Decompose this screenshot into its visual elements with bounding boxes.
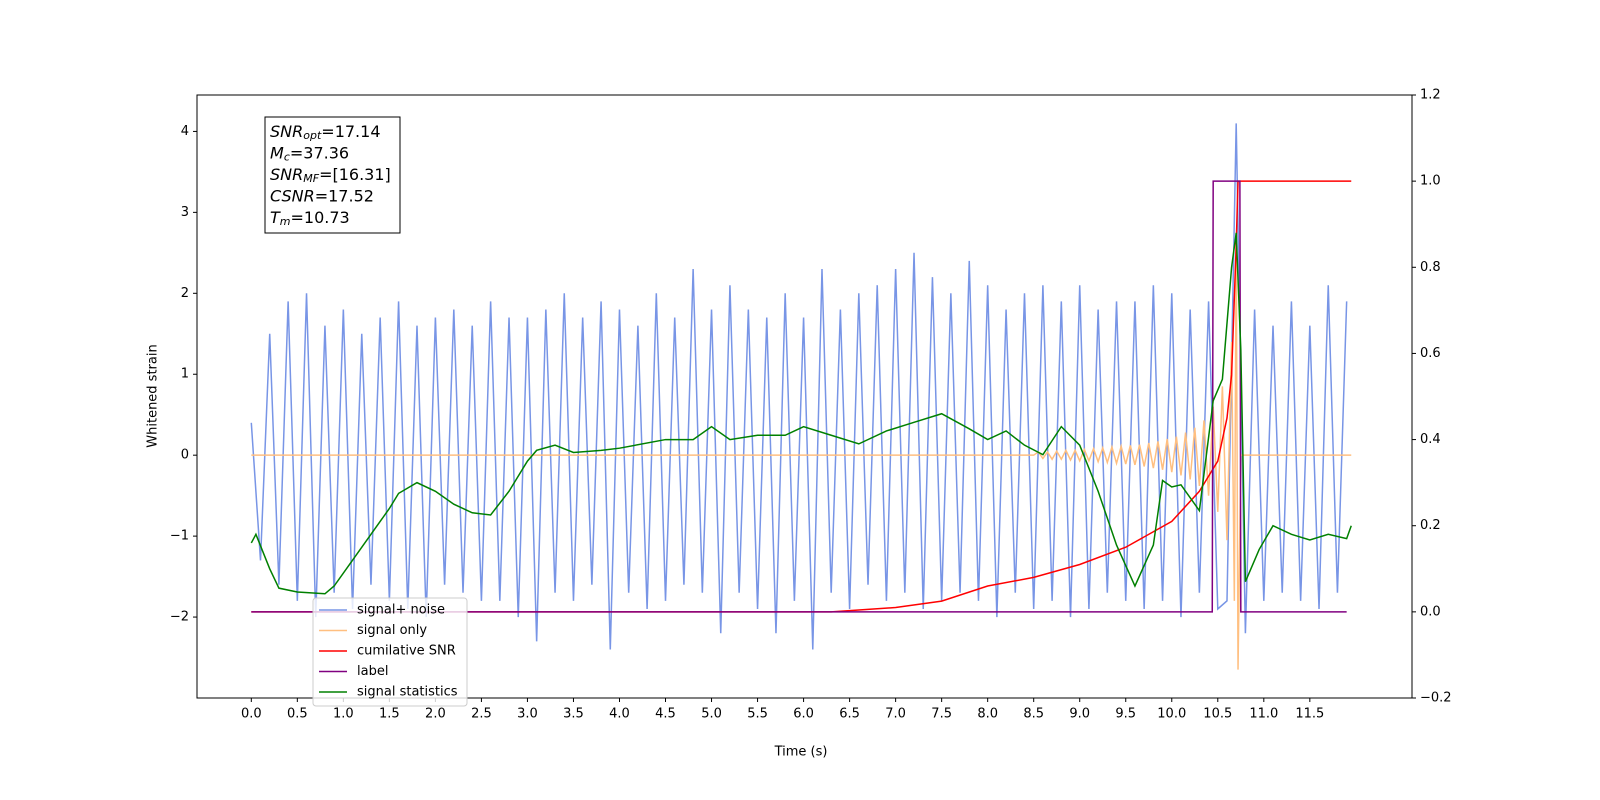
stat-symbol: SNR (270, 122, 303, 141)
x-tick-label: 8.5 (1023, 707, 1044, 722)
y2-tick-label: 0.8 (1420, 260, 1441, 275)
x-tick-label: 2.5 (471, 707, 492, 722)
x-tick-label: 6.5 (839, 707, 860, 722)
y-tick-label: −2 (170, 610, 189, 625)
axes-frame (196, 94, 1413, 699)
x-tick-label: 3.0 (517, 707, 538, 722)
legend: signal+ noise signal only cumilative SNR la… (312, 597, 468, 707)
y-tick-label: 1 (181, 367, 189, 382)
x-tick-label: 3.5 (563, 707, 584, 722)
stat-value: =[16.31] (319, 165, 391, 184)
stat-symbol: T (270, 208, 281, 227)
plot-area (250, 123, 1352, 670)
x-tick-label: 9.0 (1069, 707, 1090, 722)
y2-tick-label: 0.6 (1420, 346, 1441, 361)
stat-line: CSNR=17.52 (270, 186, 374, 205)
legend-label: signal only (357, 623, 427, 638)
y-tick-label: 0 (181, 448, 189, 463)
stat-symbol: M (270, 143, 284, 162)
x-tick-label: 2.0 (425, 707, 446, 722)
x-tick-label: 7.5 (931, 707, 952, 722)
x-tick-label: 4.0 (609, 707, 630, 722)
x-tick-label: 6.0 (793, 707, 814, 722)
y-tick-label: 2 (181, 286, 189, 301)
x-tick-label: 4.5 (655, 707, 676, 722)
stat-value: =10.73 (291, 208, 350, 227)
series-line (250, 123, 1348, 650)
x-tick-label: 5.5 (747, 707, 768, 722)
stat-value: =37.36 (290, 143, 349, 162)
y2-tick-label: 1.2 (1420, 88, 1441, 103)
stat-subscript: m (280, 215, 291, 228)
y-tick-label: 3 (181, 205, 189, 220)
y-axis-label: Whitened strain (146, 344, 161, 447)
y2-tick-label: 1.0 (1420, 174, 1441, 189)
x-tick-label: 1.0 (333, 707, 354, 722)
x-tick-label: 11.5 (1295, 707, 1324, 722)
stat-subscript: opt (303, 129, 322, 142)
x-tick-label: 9.5 (1115, 707, 1136, 722)
series-line (251, 180, 1352, 613)
x-tick-label: 8.0 (977, 707, 998, 722)
stats-box-frame (264, 116, 401, 234)
x-tick-label: 0.5 (287, 707, 308, 722)
series-line (251, 180, 1347, 613)
stat-subscript: MF (303, 172, 319, 185)
stat-line: Mc=37.36 (270, 143, 349, 164)
y2-tick-label: 0.4 (1420, 432, 1441, 447)
legend-label: cumilative SNR (357, 644, 456, 659)
x-tick-label: 1.5 (379, 707, 400, 722)
legend-frame (312, 597, 468, 707)
y2-tick-label: −0.2 (1420, 691, 1452, 706)
x-axis-label: Time (s) (774, 745, 828, 760)
x-tick-label: 10.0 (1157, 707, 1186, 722)
stats-box: SNRopt=17.14Mc=37.36SNRMF=[16.31]CSNR=17… (264, 116, 401, 234)
y-tick-label: 4 (181, 124, 189, 139)
y2-tick-label: 0.2 (1420, 518, 1441, 533)
x-tick-label: 10.5 (1203, 707, 1232, 722)
x-tick-label: 7.0 (885, 707, 906, 722)
y2-tick-label: 0.0 (1420, 604, 1441, 619)
stat-value: =17.52 (315, 186, 374, 205)
series-line (251, 244, 1352, 670)
stat-value: =17.14 (321, 122, 380, 141)
stat-line: SNRMF=[16.31] (270, 165, 391, 186)
x-tick-label: 5.0 (701, 707, 722, 722)
y-tick-label: −1 (170, 529, 189, 544)
legend-label: signal+ noise (357, 603, 445, 618)
x-tick-label: 0.0 (241, 707, 262, 722)
stat-line: Tm=10.73 (270, 208, 350, 229)
stat-symbol: SNR (270, 165, 303, 184)
series-line (250, 232, 1352, 595)
x-tick-label: 11.0 (1249, 707, 1278, 722)
stat-line: SNRopt=17.14 (270, 122, 381, 143)
stat-subscript: c (284, 151, 290, 164)
legend-label: signal statistics (357, 685, 458, 700)
legend-label: label (357, 664, 388, 679)
stat-symbol: CSNR (270, 186, 315, 205)
